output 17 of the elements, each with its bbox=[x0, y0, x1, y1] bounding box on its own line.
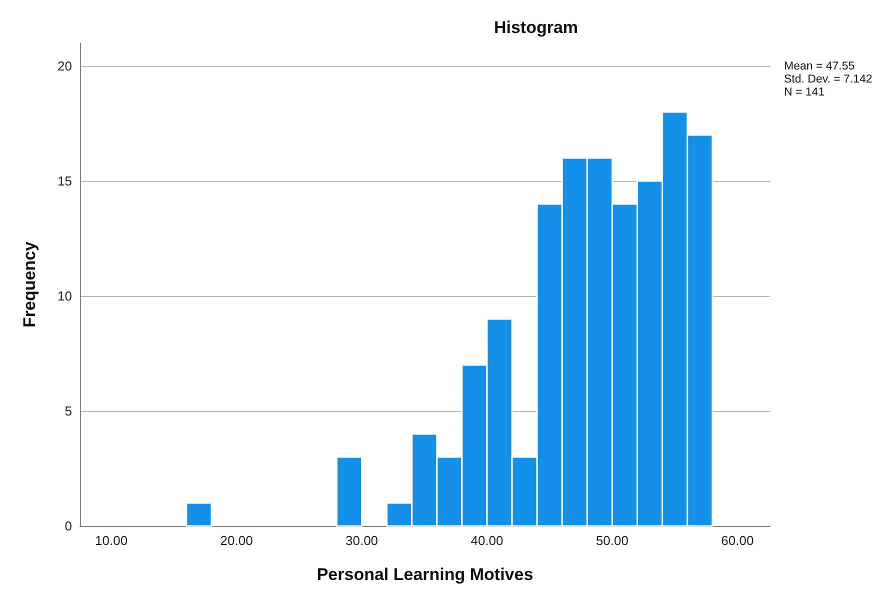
y-tick-label: 20 bbox=[58, 58, 72, 74]
y-tick-label: 0 bbox=[64, 518, 72, 534]
text: Mean = 47.55 bbox=[784, 60, 855, 72]
y-tick-label: 10 bbox=[58, 288, 72, 304]
y-tick-label: 15 bbox=[58, 174, 72, 188]
text: N = 141 bbox=[784, 86, 825, 98]
x-axis-title: Personal Learning Motives bbox=[316, 565, 534, 584]
text: Std. Dev. = 7.142 bbox=[784, 74, 872, 86]
x-tick-label: 30.00 bbox=[345, 533, 378, 548]
y-tick-label: 5 bbox=[64, 404, 72, 418]
x-tick-label: 60.00 bbox=[721, 533, 754, 548]
chart-title: Histogram bbox=[494, 18, 578, 37]
x-tick-label: 50.00 bbox=[596, 533, 628, 548]
y-axis-title: Frequency bbox=[20, 240, 39, 328]
x-tick-label: 40.00 bbox=[470, 533, 504, 548]
x-tick-label: 10.00 bbox=[95, 533, 128, 548]
x-tick-label: 20.00 bbox=[220, 533, 253, 548]
